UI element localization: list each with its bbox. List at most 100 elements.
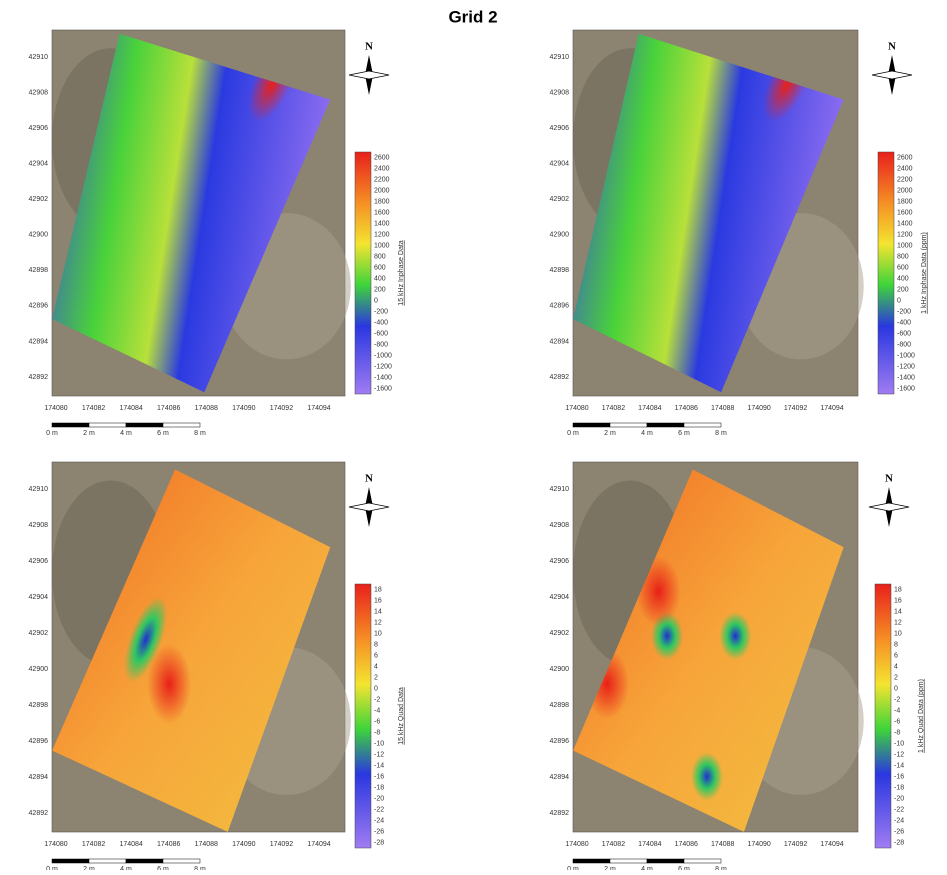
x-tick-label: 174092 [784,841,807,848]
y-tick-label: 42904 [29,594,49,601]
x-tick-label: 174084 [638,841,661,848]
x-tick-label: 174080 [565,405,588,412]
x-tick-label: 174090 [232,405,255,412]
colorbar-tick-label: 8 [894,641,898,648]
y-tick-label: 42910 [29,486,49,493]
scale-label: 6 m [678,430,690,437]
colorbar-tick-label: -14 [374,762,384,769]
colorbar-tick-label: -800 [897,341,911,348]
y-tick-label: 42908 [29,89,49,96]
colorbar-tick-label: 18 [374,586,382,593]
colorbar-tick-label: -4 [374,707,380,714]
scale-label: 2 m [604,866,616,870]
scale-segment [609,422,648,428]
scale-label: 8 m [194,866,206,870]
x-tick-label: 174090 [232,841,255,848]
scale-label: 0 m [567,866,579,870]
colorbar-tick-label: 200 [897,286,909,293]
scale-label: 6 m [157,866,169,870]
scale-segment [609,858,648,864]
scale-segment [683,422,722,428]
scale-segment [125,422,164,428]
colorbar-tick-label: -800 [374,341,388,348]
scale-segment [162,858,201,864]
y-tick-label: 42910 [29,54,49,61]
y-tick-label: 42894 [29,338,49,345]
scale-segment [646,858,685,864]
colorbar-tick-label: 16 [374,597,382,604]
colorbar-tick-label: 1400 [897,220,913,227]
x-tick-label: 174094 [820,841,843,848]
scale-segment [51,422,90,428]
colorbar-tick-label: 2200 [897,176,913,183]
colorbar-tick-label: -10 [894,740,904,747]
colorbar-tick-label: 1000 [374,242,390,249]
scale-segment [572,858,611,864]
x-tick-label: 174084 [119,841,142,848]
x-tick-label: 174080 [565,841,588,848]
colorbar-tick-label: 2000 [897,187,913,194]
scale-label: 4 m [641,430,653,437]
y-tick-label: 42900 [29,666,49,673]
colorbar-tick-label: 200 [374,286,386,293]
colorbar-tick-label: 6 [894,652,898,659]
scale-segment [683,858,722,864]
scale-label: 6 m [157,430,169,437]
colorbar-tick-label: -16 [374,773,384,780]
x-tick-label: 174082 [602,405,625,412]
y-tick-label: 42892 [550,810,570,817]
colorbar [354,151,372,395]
scale-segment [125,858,164,864]
scale-label: 0 m [46,430,58,437]
colorbar-title: 15 kHz Inphase Data [398,240,405,305]
colorbar-tick-label: 4 [894,663,898,670]
colorbar-tick-label: -12 [894,751,904,758]
colorbar-tick-label: -8 [894,729,900,736]
colorbar-tick-label: -20 [894,795,904,802]
colorbar-tick-label: -1600 [897,385,915,392]
colorbar-tick-label: -28 [374,839,384,846]
colorbar-tick-label: 1200 [897,231,913,238]
y-tick-label: 42904 [550,594,570,601]
colorbar-tick-label: -6 [374,718,380,725]
x-tick-label: 174086 [675,405,698,412]
y-tick-label: 42906 [550,558,570,565]
colorbar-tick-label: 800 [897,253,909,260]
x-tick-label: 174092 [270,405,293,412]
x-tick-label: 174082 [602,841,625,848]
north-label: N [888,41,896,53]
y-tick-label: 42904 [29,161,49,168]
colorbar-tick-label: -22 [374,806,384,813]
colorbar-tick-label: 1800 [374,198,390,205]
x-tick-label: 174082 [82,405,105,412]
colorbar-tick-label: -22 [894,806,904,813]
x-tick-label: 174090 [747,405,770,412]
colorbar-tick-label: -14 [894,762,904,769]
colorbar-tick-label: 1400 [374,220,390,227]
colorbar-title: 1 kHz Inphase Data (ppm) [921,232,928,314]
colorbar-tick-label: -1000 [374,352,392,359]
y-tick-label: 42902 [29,196,49,203]
colorbar-tick-label: 0 [374,685,378,692]
colorbar-tick-label: -200 [897,308,911,315]
scale-label: 0 m [46,866,58,870]
y-tick-label: 42906 [29,125,49,132]
x-tick-label: 174088 [711,841,734,848]
colorbar-tick-label: -200 [374,308,388,315]
scale-label: 6 m [678,866,690,870]
colorbar-tick-label: 2 [374,674,378,681]
figure-title: Grid 2 [448,7,497,26]
colorbar-tick-label: -26 [894,828,904,835]
colorbar-tick-label: 2000 [374,187,390,194]
colorbar-tick-label: 400 [374,275,386,282]
y-tick-label: 42892 [550,374,570,381]
colorbar-tick-label: 10 [894,630,902,637]
anomaly [124,596,168,683]
colorbar [874,583,892,849]
x-tick-label: 174084 [119,405,142,412]
x-tick-label: 174094 [307,405,330,412]
colorbar-tick-label: 4 [374,663,378,670]
x-tick-label: 174088 [711,405,734,412]
y-tick-label: 42896 [29,303,49,310]
survey-fill [52,469,331,832]
